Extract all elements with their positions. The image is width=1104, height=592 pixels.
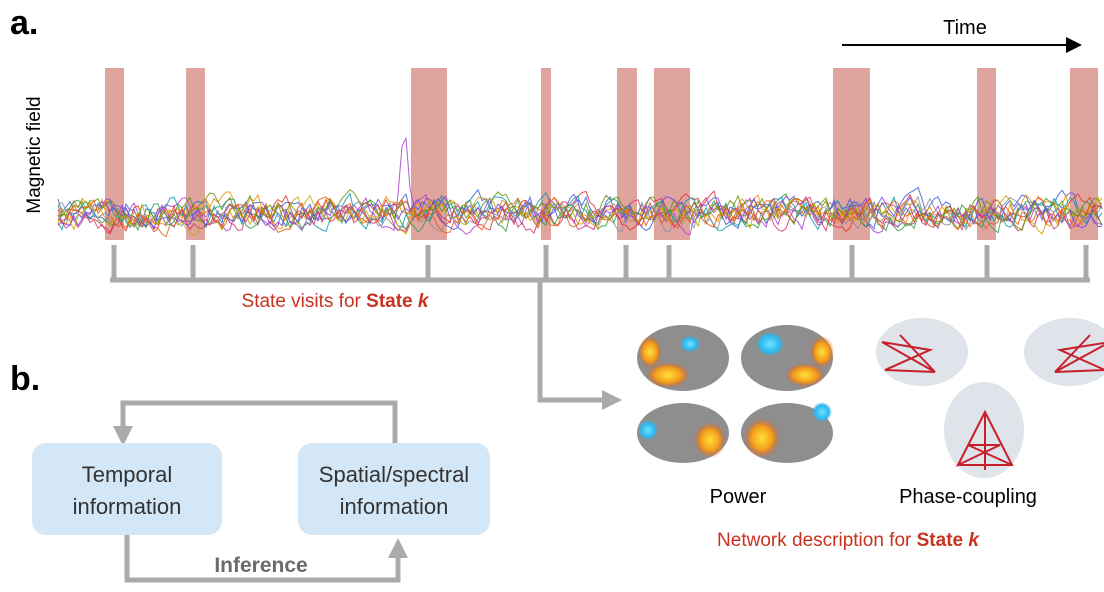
box-text: information <box>73 494 182 519</box>
panel-label: b. <box>10 360 40 398</box>
state-index: k <box>968 530 980 551</box>
state-bar <box>541 68 551 240</box>
state-bar <box>186 68 205 240</box>
phase-label: Phase-coupling <box>899 486 1037 508</box>
trace <box>57 194 1103 237</box>
state-bar <box>617 68 637 240</box>
trace <box>57 195 1103 233</box>
phase-coupling-maps <box>876 318 1104 478</box>
caption-text: State visits for <box>242 291 362 312</box>
visit-bracket <box>110 245 1090 410</box>
inference-loop <box>113 400 408 583</box>
box-text: information <box>340 494 449 519</box>
trace <box>57 196 1103 238</box>
state-index: k <box>418 291 430 312</box>
time-label: Time <box>943 17 987 39</box>
trace <box>57 196 1103 235</box>
caption-text: Network description for <box>717 530 912 551</box>
state-name: State <box>366 291 412 312</box>
panel-label: a. <box>10 4 38 42</box>
trace <box>57 188 1103 232</box>
state-bar <box>977 68 996 240</box>
y-label: Magnetic field <box>24 96 45 213</box>
state-visits-caption: State visits for State k <box>242 291 430 312</box>
network-caption: Network description for State k <box>717 530 980 551</box>
state-bar <box>105 68 124 240</box>
state-name: State <box>917 530 963 551</box>
box-text: Temporal <box>82 462 172 487</box>
signal-traces <box>57 136 1103 238</box>
inference-label: Inference <box>214 554 307 577</box>
box-text: Spatial/spectral <box>319 462 469 487</box>
power-label: Power <box>710 486 767 508</box>
temporal-box <box>32 443 222 535</box>
spatial-box <box>298 443 490 535</box>
power-maps <box>637 325 834 463</box>
